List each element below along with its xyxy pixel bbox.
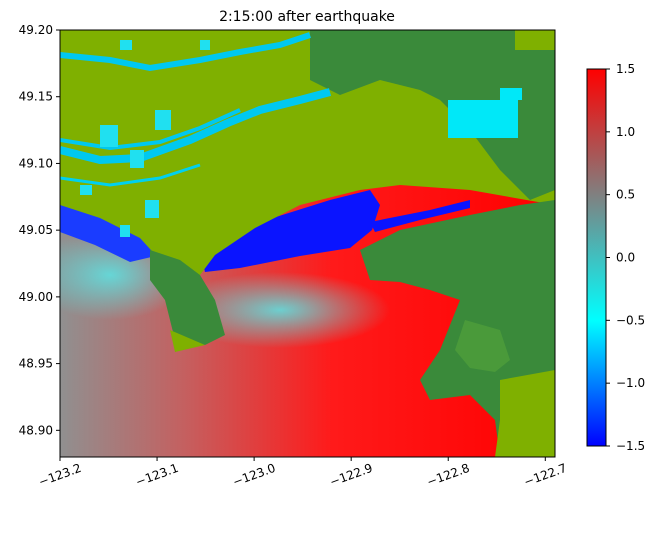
map-area — [60, 30, 555, 457]
colorbar-axis: −1.5 −1.0 −0.5 0.0 0.5 1.0 1.5 — [606, 62, 645, 453]
patch-richmond-2 — [130, 150, 144, 168]
land-upland-north — [310, 30, 555, 200]
x-tick-label: −123.1 — [134, 461, 181, 489]
chart-title: 2:15:00 after earthquake — [219, 9, 395, 25]
land-southeast — [495, 370, 555, 457]
x-tick-label: −123.2 — [37, 461, 84, 489]
y-tick-label: 49.10 — [19, 156, 53, 170]
y-tick-label: 48.90 — [19, 423, 53, 437]
colorbar-tick-label: −1.5 — [616, 439, 645, 453]
patch-north-1 — [120, 40, 132, 50]
y-tick-label: 49.00 — [19, 290, 53, 304]
colorbar-tick-label: −1.0 — [616, 376, 645, 390]
patch-delta-3 — [120, 225, 130, 237]
colorbar-tick-label: 1.5 — [616, 62, 635, 76]
colorbar-tick-label: 0.0 — [616, 251, 635, 265]
colorbar-tick-label: 0.5 — [616, 188, 635, 202]
colorbar: −1.5 −1.0 −0.5 0.0 0.5 1.0 1.5 — [586, 62, 645, 453]
land-semiahmoo — [455, 320, 510, 372]
patch-richmond-1 — [100, 125, 118, 147]
river-main-arm — [60, 88, 332, 165]
colorbar-gradient — [586, 68, 607, 447]
lake-pitt — [448, 100, 518, 138]
river-middle-arm — [60, 108, 241, 151]
y-axis: 48.90 48.95 49.00 49.05 49.10 49.15 49.20 — [19, 23, 60, 437]
patch-north-2 — [200, 40, 210, 50]
patch-delta-2 — [145, 200, 159, 218]
colorbar-tick-label: −0.5 — [616, 313, 645, 327]
y-tick-label: 49.20 — [19, 23, 53, 37]
cyan-band-center — [170, 272, 390, 348]
y-tick-label: 48.95 — [19, 357, 53, 371]
x-tick-label: −123.0 — [231, 461, 278, 489]
lake-north — [500, 88, 522, 100]
x-tick-label: −122.8 — [425, 461, 472, 489]
land-peninsula — [150, 250, 225, 345]
land-tsawwassen — [170, 330, 205, 352]
x-axis: −123.2 −123.1 −123.0 −122.9 −122.8 −122.7 — [37, 457, 569, 489]
patch-richmond-3 — [155, 110, 171, 130]
colorbar-tick-label: 1.0 — [616, 125, 635, 139]
river-north-arm — [60, 32, 311, 72]
patch-delta-1 — [80, 185, 92, 195]
blue-channel — [370, 200, 470, 232]
blue-band-center — [200, 190, 380, 272]
river-south-arm — [60, 163, 201, 187]
x-tick-label: −122.9 — [328, 461, 375, 489]
y-tick-label: 49.15 — [19, 90, 53, 104]
y-tick-label: 49.05 — [19, 223, 53, 237]
plot-frame — [59, 29, 556, 458]
patch-east-1 — [515, 30, 555, 50]
x-tick-label: −122.7 — [522, 461, 569, 489]
